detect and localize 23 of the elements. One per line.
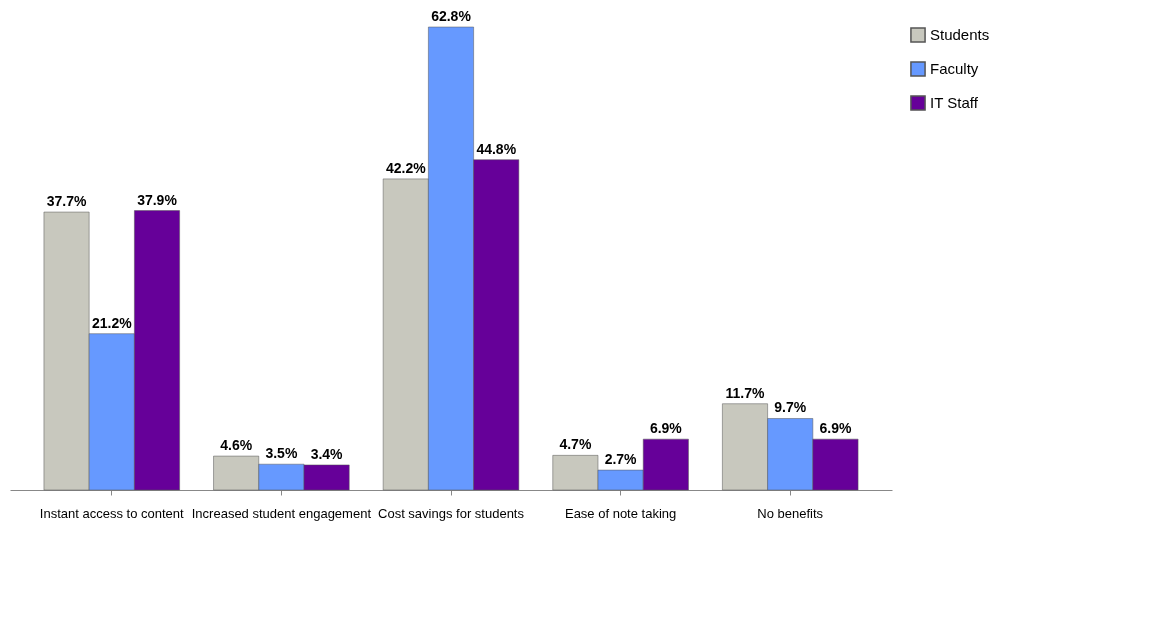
data-label: 62.8% <box>431 8 472 24</box>
x-tick-label: Ease of note taking <box>564 505 677 521</box>
data-label: 42.2% <box>385 159 427 176</box>
data-label: 3.4% <box>310 445 344 462</box>
data-label: 37.7% <box>46 193 87 210</box>
x-tick-label: Instant access to content <box>39 505 185 521</box>
data-label: 44.8% <box>476 140 517 157</box>
x-tick-label: No benefits <box>757 505 824 521</box>
legend-label: Faculty <box>930 60 979 77</box>
data-label: 37.9% <box>137 191 178 208</box>
x-tick-label: Cost savings for students <box>378 505 525 521</box>
data-label: 2.7% <box>604 451 638 468</box>
data-label: 4.7% <box>559 436 592 453</box>
data-label: 11.7% <box>725 384 766 401</box>
data-label: 6.9% <box>819 420 852 437</box>
data-label: 4.6% <box>220 437 253 454</box>
data-label: 3.5% <box>265 445 298 462</box>
legend-label: IT Staff <box>930 94 979 111</box>
data-label: 21.2% <box>91 314 133 331</box>
data-label: 9.7% <box>774 399 807 416</box>
x-tick-label: Increased student engagement <box>191 505 372 521</box>
data-label: 6.9% <box>649 420 683 437</box>
legend-label: Students <box>930 26 990 43</box>
